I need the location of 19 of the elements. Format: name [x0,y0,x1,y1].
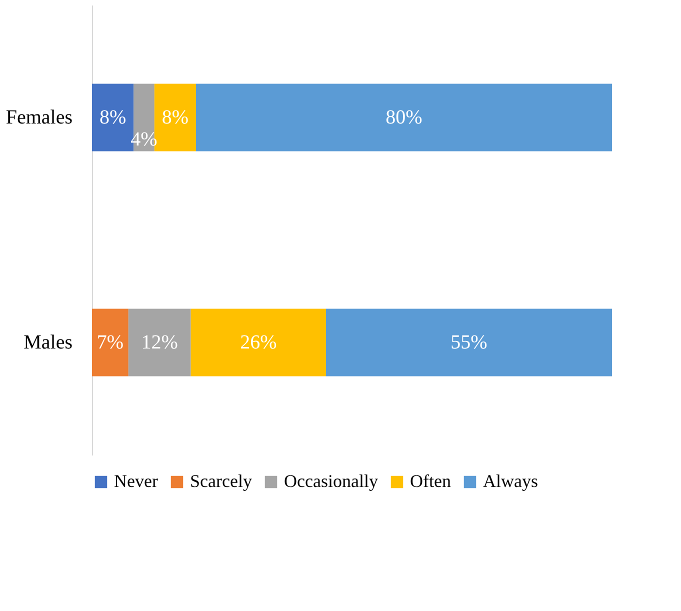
legend-label: Always [483,471,538,491]
data-label: 7% [96,332,124,354]
bar [196,84,612,152]
legend-label: Scarcely [190,471,252,491]
data-label: 80% [386,106,422,128]
data-label: 55% [450,332,488,354]
legend-label: Often [410,471,451,491]
bar [326,308,612,376]
bar [128,308,191,376]
y-tick-label: Males [24,332,73,354]
data-label: 12% [141,332,178,354]
bar [92,308,128,376]
legend-label: Occasionally [284,471,378,491]
legend-label: Never [114,471,158,491]
bar [190,308,326,376]
data-label: 8% [99,106,126,128]
data-label: 8% [162,106,189,128]
y-tick-label: Females [6,106,73,128]
data-label: 26% [240,332,277,354]
